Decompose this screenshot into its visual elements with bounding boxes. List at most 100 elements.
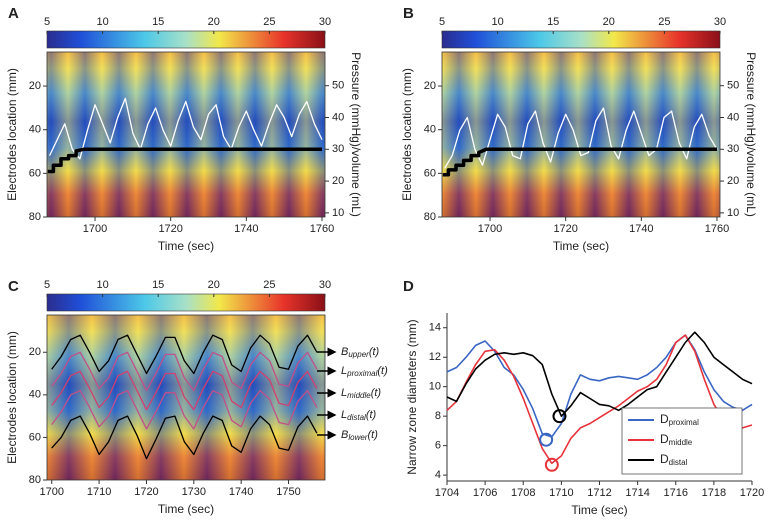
x-tick-label: 1716 (664, 487, 688, 499)
label-base: D (660, 452, 669, 466)
colorbar-tick-label: 5 (44, 16, 50, 28)
sub-label: Lmiddle(t) (341, 387, 381, 400)
x-tick-label: 1730 (182, 486, 206, 498)
series-line (51, 334, 318, 375)
x-tick-label: 1720 (158, 223, 182, 235)
colorbar-tick-label: 25 (263, 279, 275, 291)
x-tick-label: 1760 (310, 223, 334, 235)
sub-label: Blower(t) (341, 429, 378, 442)
label-tail: (t) (367, 429, 378, 441)
x-axis-label: Time (sec) (553, 239, 609, 253)
y-tick-label: 80 (424, 211, 436, 223)
x-tick-label: 1760 (705, 223, 729, 235)
x-tick-label: 1750 (276, 486, 300, 498)
series-line (444, 107, 718, 169)
y-tick-label: 60 (29, 431, 41, 443)
y-tick-label: 8 (435, 410, 441, 422)
colorbar-tick-label: 25 (658, 16, 670, 28)
colorbar-tick-label: 30 (319, 279, 331, 291)
panel-label: B (403, 5, 414, 22)
x-axis-label: Time (sec) (158, 502, 214, 516)
y2-tick-label: 10 (332, 207, 344, 219)
y-tick-label: 14 (429, 322, 441, 334)
x-tick-label: 1710 (549, 487, 573, 499)
label-sub: middle (347, 391, 371, 400)
colorbar-tick-label: 15 (152, 16, 164, 28)
x-tick-label: 1740 (229, 486, 253, 498)
highlight-circle (539, 432, 554, 447)
y-tick-label: 40 (424, 124, 436, 136)
colorbar-tick-label: 30 (714, 16, 726, 28)
series-line (49, 97, 323, 160)
sub-label: Dproximal (660, 412, 699, 427)
y-tick-label: 20 (424, 80, 436, 92)
y-axis-label: Electrodes location (mm) (400, 68, 414, 201)
label-base: D (660, 432, 669, 446)
y2-tick-label: 50 (727, 80, 739, 92)
panel-label: A (8, 5, 19, 22)
x-tick-label: 1720 (134, 486, 158, 498)
colorbar (46, 30, 326, 49)
y2-tick-label: 50 (332, 80, 344, 92)
colorbar-tick-label: 15 (547, 16, 559, 28)
label-base: D (660, 412, 669, 426)
label-tail: (t) (369, 346, 380, 358)
highlight-circle (552, 409, 567, 424)
x-tick-label: 1706 (473, 487, 497, 499)
y2-tick-label: 40 (727, 111, 739, 123)
colorbar-tick-label: 20 (208, 16, 220, 28)
series-line (446, 334, 753, 438)
label-base: B (341, 429, 348, 441)
x-tick-label: 1720 (553, 223, 577, 235)
label-sub: upper (348, 350, 369, 359)
y-tick-label: 20 (29, 346, 41, 358)
series-line (51, 370, 318, 411)
y-tick-label: 40 (29, 389, 41, 401)
y-tick-label: 10 (429, 381, 441, 393)
series-line (51, 415, 318, 460)
sub-label: Ddistal (660, 452, 688, 467)
heatmap-texture (47, 315, 325, 480)
panel-label: D (403, 278, 414, 295)
y-tick-label: 20 (29, 80, 41, 92)
y2-tick-label: 20 (332, 175, 344, 187)
y-tick-label: 6 (435, 440, 441, 452)
plot-frame (46, 51, 326, 218)
heatmap-texture (442, 52, 720, 217)
sub-label: Bupper(t) (341, 346, 380, 359)
x-tick-label: 1718 (702, 487, 726, 499)
colorbar-tick-label: 5 (439, 16, 445, 28)
colorbar-tick-label: 30 (319, 16, 331, 28)
series-line (51, 389, 318, 430)
x-tick-label: 1700 (478, 223, 502, 235)
colorbar-tick-label: 10 (491, 16, 503, 28)
heatmap-texture (47, 52, 325, 217)
label-base: L (341, 409, 347, 421)
y2-tick-label: 30 (727, 143, 739, 155)
series-line (51, 351, 318, 392)
y-axis-label: Electrodes location (mm) (5, 68, 19, 201)
plot-frame (441, 51, 721, 218)
x-tick-label: 1740 (234, 223, 258, 235)
label-tail: (t) (366, 409, 377, 421)
label-base: B (341, 346, 348, 358)
colorbar-tick-label: 15 (152, 279, 164, 291)
colorbar (441, 30, 721, 49)
x-tick-label: 1700 (39, 486, 63, 498)
series-line (47, 147, 322, 174)
sub-label: Dmiddle (660, 432, 693, 447)
x-tick-label: 1708 (511, 487, 535, 499)
panel-label: C (8, 278, 19, 295)
y2-tick-label: 20 (727, 175, 739, 187)
x-axis-label: Time (sec) (158, 239, 214, 253)
plot-frame (46, 314, 326, 481)
y-tick-label: 4 (435, 469, 441, 481)
x-tick-label: 1710 (87, 486, 111, 498)
sub-label: Lproximal(t) (341, 365, 388, 378)
sub-label: Ldistal(t) (341, 409, 377, 422)
label-sub: lower (348, 433, 367, 442)
colorbar-tick-label: 25 (263, 16, 275, 28)
label-sub: distal (669, 458, 688, 467)
series-line (446, 331, 753, 417)
